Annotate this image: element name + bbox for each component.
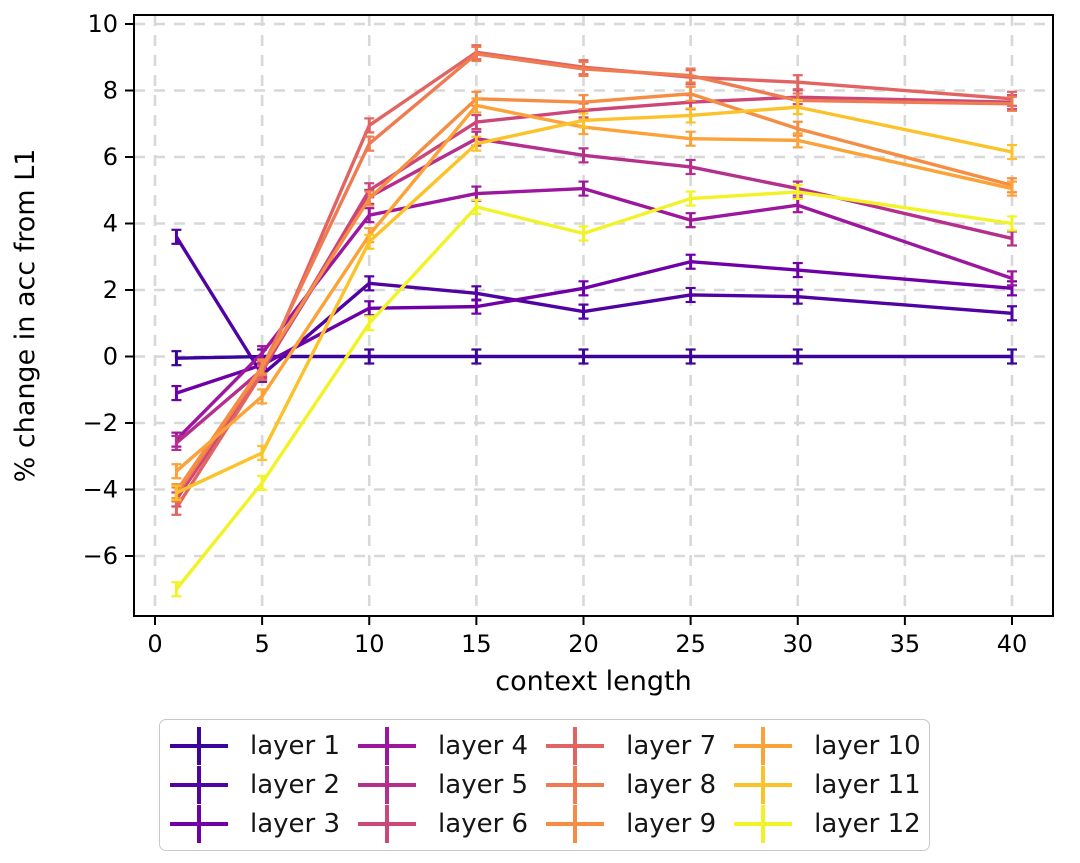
x-tick-label: 20 bbox=[568, 630, 599, 658]
legend-label: layer 8 bbox=[626, 769, 717, 800]
series-layer-9 bbox=[171, 85, 1017, 500]
legend-item-layer-6: layer 6 bbox=[358, 805, 528, 844]
y-tick-label: −4 bbox=[83, 476, 118, 504]
legend-label: layer 2 bbox=[250, 769, 341, 800]
legend-item-layer-4: layer 4 bbox=[358, 726, 528, 765]
legend-label: layer 7 bbox=[626, 730, 717, 761]
series-layer-7 bbox=[171, 44, 1017, 516]
legend-line-marker-icon bbox=[546, 726, 605, 765]
legend-line-marker-icon bbox=[546, 805, 605, 844]
legend: layer 1 layer 2 layer 3 layer 4 layer 5 layer… bbox=[159, 719, 930, 851]
series-layer-12 bbox=[171, 183, 1017, 598]
legend-label: layer 12 bbox=[814, 809, 921, 840]
y-tick-label: 8 bbox=[103, 77, 118, 105]
gridlines bbox=[134, 15, 1053, 616]
x-tick-label: 5 bbox=[254, 630, 269, 658]
x-tick-label: 10 bbox=[354, 630, 385, 658]
legend-line-marker-icon bbox=[170, 805, 228, 844]
x-axis-tick-labels: 0 5 10 15 20 25 30 35 40 bbox=[147, 630, 1027, 658]
legend-item-layer-10: layer 10 bbox=[734, 726, 921, 765]
legend-item-layer-11: layer 11 bbox=[734, 765, 921, 804]
y-tick-label: 10 bbox=[87, 10, 118, 38]
legend-line-marker-icon bbox=[734, 765, 793, 804]
y-axis-label: % change in acc from L1 bbox=[10, 149, 41, 483]
series-layer-11 bbox=[171, 99, 1017, 501]
legend-label: layer 6 bbox=[438, 809, 529, 840]
legend-line-marker-icon bbox=[734, 805, 793, 844]
x-tick-label: 35 bbox=[890, 630, 921, 658]
series-layer-1 bbox=[171, 348, 1017, 367]
legend-item-layer-7: layer 7 bbox=[546, 726, 716, 765]
series-layer-10 bbox=[171, 97, 1017, 480]
y-tick-label: −6 bbox=[83, 542, 118, 570]
plot-frame bbox=[133, 14, 1054, 617]
y-tick-label: −2 bbox=[83, 409, 118, 437]
legend-item-layer-12: layer 12 bbox=[734, 805, 921, 844]
legend-line-marker-icon bbox=[358, 805, 417, 844]
x-tick-label: 30 bbox=[782, 630, 813, 658]
legend-item-layer-5: layer 5 bbox=[358, 765, 528, 804]
y-tick-label: 6 bbox=[103, 143, 118, 171]
legend-label: layer 9 bbox=[626, 809, 717, 840]
legend-label: layer 10 bbox=[814, 730, 921, 761]
legend-line-marker-icon bbox=[358, 765, 417, 804]
legend-line-marker-icon bbox=[170, 726, 228, 765]
legend-line-marker-icon bbox=[358, 726, 417, 765]
legend-label: layer 4 bbox=[438, 730, 529, 761]
legend-label: layer 3 bbox=[250, 809, 341, 840]
y-axis-tick-labels: −6 −4 −2 0 2 4 6 8 10 bbox=[83, 10, 118, 570]
legend-line-marker-icon bbox=[170, 765, 228, 804]
y-tick-label: 0 bbox=[103, 343, 118, 371]
legend-label: layer 1 bbox=[250, 730, 341, 761]
series-layer-8 bbox=[171, 45, 1017, 503]
x-tick-label: 25 bbox=[675, 630, 706, 658]
legend-item-layer-3: layer 3 bbox=[170, 805, 340, 844]
legend-item-layer-9: layer 9 bbox=[546, 805, 716, 844]
y-tick-label: 4 bbox=[103, 210, 118, 238]
legend-label: layer 5 bbox=[438, 769, 529, 800]
tick-marks bbox=[125, 23, 1013, 625]
x-tick-label: 15 bbox=[461, 630, 492, 658]
legend-label: layer 11 bbox=[814, 769, 921, 800]
line-chart: 0 5 10 15 20 25 30 35 40 −6 −4 −2 0 2 4 6 8 10 context len… bbox=[10, 10, 1054, 697]
x-tick-label: 0 bbox=[147, 630, 162, 658]
legend-item-layer-8: layer 8 bbox=[546, 765, 716, 804]
legend-line-marker-icon bbox=[734, 726, 793, 765]
x-axis-label: context length bbox=[495, 666, 691, 697]
x-tick-label: 40 bbox=[997, 630, 1028, 658]
legend-line-marker-icon bbox=[546, 765, 605, 804]
legend-item-layer-1: layer 1 bbox=[170, 726, 340, 765]
legend-item-layer-2: layer 2 bbox=[170, 765, 340, 804]
y-tick-label: 2 bbox=[103, 276, 118, 304]
